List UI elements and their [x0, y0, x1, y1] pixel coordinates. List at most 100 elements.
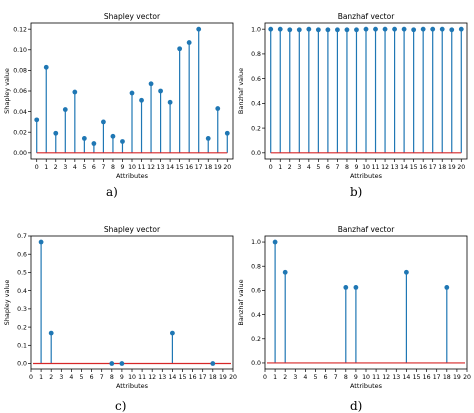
stem-marker	[458, 26, 464, 32]
x-tick-label: 6	[92, 164, 96, 171]
x-tick-label: 14	[166, 164, 174, 171]
y-tick-label: 0.12	[13, 26, 27, 33]
stem-marker	[210, 361, 216, 366]
y-tick-label: 1.0	[251, 239, 261, 246]
stem-marker	[148, 81, 154, 87]
x-tick-label: 7	[101, 164, 105, 171]
x-tick-label: 17	[195, 164, 203, 171]
x-tick-label: 17	[429, 164, 437, 171]
x-tick-label: 12	[381, 164, 389, 171]
y-tick-label: 0.2	[251, 125, 261, 132]
x-tick-label: 10	[128, 374, 136, 381]
y-tick-label: 0.6	[17, 251, 27, 258]
stem-marker	[139, 97, 144, 103]
stem-marker	[343, 284, 349, 290]
x-tick-label: 9	[121, 164, 125, 171]
stem-marker	[224, 130, 230, 136]
x-tick-label: 20	[457, 164, 465, 171]
x-tick-label: 18	[443, 374, 451, 381]
stem-marker	[282, 269, 288, 275]
x-tick-label: 14	[400, 164, 408, 171]
y-tick-label: 0.0	[251, 150, 261, 157]
stem-marker	[344, 27, 350, 33]
x-tick-label: 5	[82, 164, 86, 171]
x-tick-label: 16	[185, 164, 193, 171]
x-tick-label: 11	[138, 374, 146, 381]
x-tick-label: 18	[209, 374, 217, 381]
y-tick-label: 0.1	[17, 343, 27, 350]
x-tick-label: 9	[355, 164, 359, 171]
x-tick-label: 15	[179, 374, 187, 381]
y-tick-label: 0.6	[251, 288, 261, 295]
x-tick-label: 0	[269, 164, 273, 171]
x-tick-label: 0	[35, 164, 39, 171]
x-tick-label: 11	[372, 164, 380, 171]
stem-marker	[287, 27, 293, 33]
x-tick-label: 19	[214, 164, 222, 171]
stem-marker	[110, 133, 116, 139]
x-tick-label: 15	[410, 164, 418, 171]
stem-marker	[306, 26, 312, 32]
x-tick-label: 12	[147, 164, 155, 171]
x-tick-label: 20	[229, 374, 237, 381]
x-tick-label: 3	[297, 164, 301, 171]
x-tick-label: 12	[382, 374, 390, 381]
x-axis-label: Attributes	[350, 382, 383, 390]
y-axis-label: Shapley value	[3, 280, 11, 326]
x-tick-label: 10	[128, 164, 136, 171]
x-tick-label: 19	[448, 164, 456, 171]
y-tick-label: 0.0	[17, 361, 27, 368]
x-tick-label: 11	[138, 164, 146, 171]
chart-title: Shapley vector	[104, 12, 161, 21]
stem-marker	[382, 26, 388, 32]
x-tick-label: 4	[73, 164, 77, 171]
y-tick-label: 0.8	[251, 263, 261, 270]
y-tick-label: 0.06	[13, 88, 27, 95]
stem-marker	[411, 27, 417, 33]
stem-marker	[72, 89, 78, 95]
y-tick-label: 0.08	[13, 68, 27, 75]
x-tick-label: 0	[263, 374, 267, 381]
y-tick-label: 0.5	[17, 270, 27, 277]
stem-marker	[177, 46, 183, 52]
stem-marker	[353, 284, 359, 290]
stem-marker	[401, 26, 407, 32]
x-tick-label: 8	[344, 374, 348, 381]
x-tick-label: 2	[49, 374, 53, 381]
stem-marker	[420, 26, 426, 32]
stem-marker	[38, 239, 44, 245]
x-tick-label: 5	[314, 374, 318, 381]
stem-marker	[404, 269, 409, 275]
stem-marker	[109, 361, 115, 366]
x-tick-label: 6	[326, 164, 330, 171]
y-tick-label: 0.10	[13, 47, 27, 54]
x-tick-label: 14	[402, 374, 410, 381]
y-axis-label: Shapley value	[3, 68, 11, 114]
stem-marker	[268, 26, 274, 32]
x-tick-label: 10	[362, 164, 370, 171]
x-tick-label: 15	[176, 164, 184, 171]
y-tick-label: 0.3	[17, 306, 27, 313]
x-tick-label: 19	[453, 374, 461, 381]
x-tick-label: 13	[392, 374, 400, 381]
x-tick-label: 3	[293, 374, 297, 381]
x-tick-label: 1	[278, 164, 282, 171]
y-tick-label: 0.7	[17, 233, 27, 240]
stem-marker	[129, 90, 135, 96]
x-tick-label: 8	[345, 164, 349, 171]
panel-label-a: a)	[106, 185, 118, 199]
x-tick-label: 12	[148, 374, 156, 381]
x-tick-label: 17	[433, 374, 441, 381]
y-tick-label: 0.8	[251, 51, 261, 58]
stem-marker	[363, 26, 369, 32]
stem-marker	[325, 27, 331, 33]
y-tick-label: 0.00	[13, 150, 27, 157]
y-tick-label: 0.02	[13, 129, 27, 136]
x-tick-label: 2	[54, 164, 58, 171]
x-tick-label: 1	[273, 374, 277, 381]
stem-marker	[272, 239, 278, 245]
